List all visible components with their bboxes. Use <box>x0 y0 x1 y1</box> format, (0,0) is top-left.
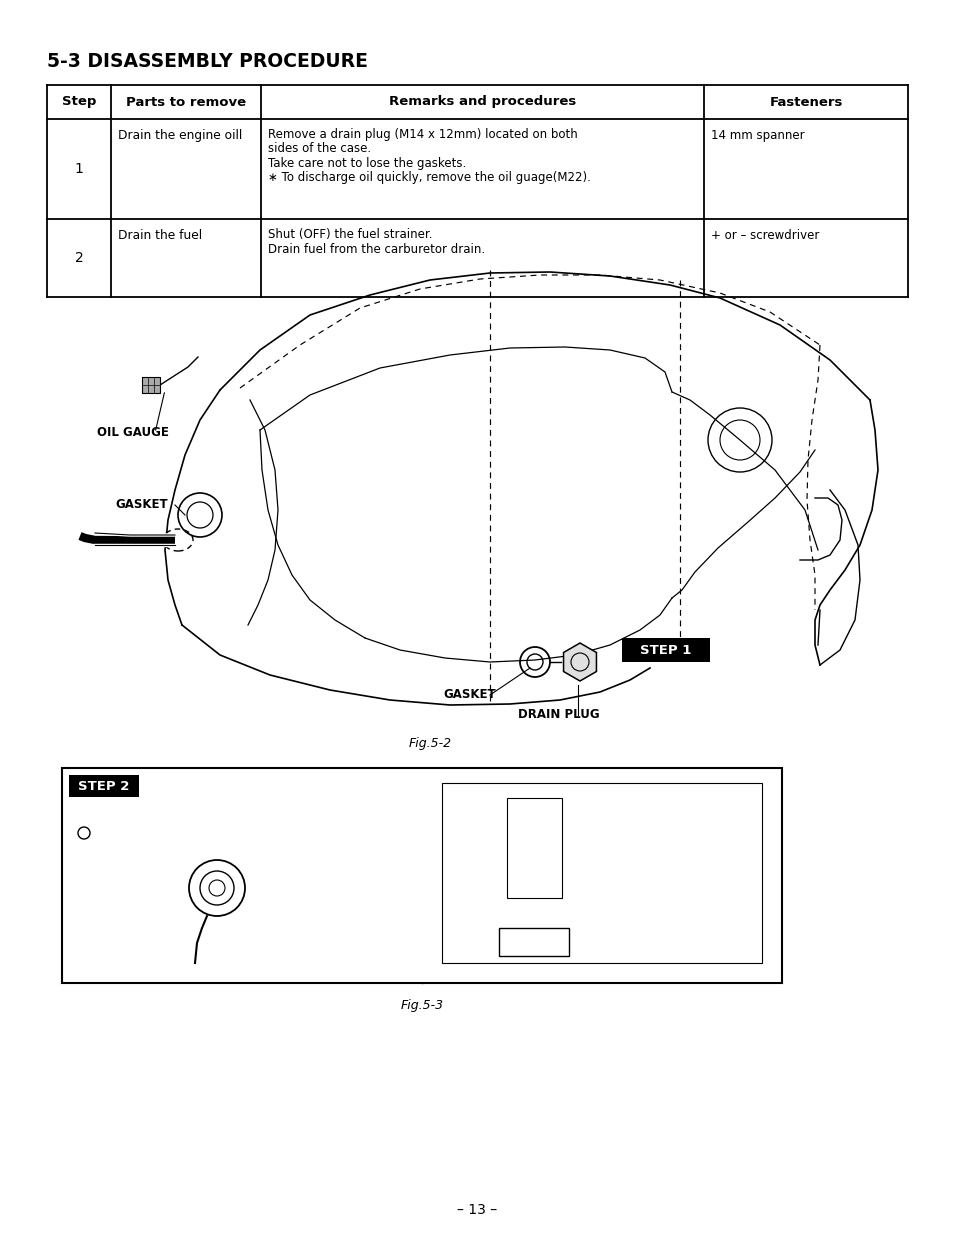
Text: STEP 2: STEP 2 <box>78 779 130 793</box>
Text: Fig.5-2: Fig.5-2 <box>408 736 451 750</box>
FancyBboxPatch shape <box>142 377 160 393</box>
Text: Remarks and procedures: Remarks and procedures <box>389 95 576 109</box>
Text: FUEL STRAINER: FUEL STRAINER <box>193 969 292 981</box>
Text: sides of the case.: sides of the case. <box>268 142 371 156</box>
Text: Parts to remove: Parts to remove <box>126 95 246 109</box>
FancyBboxPatch shape <box>506 798 561 898</box>
Text: GASKET: GASKET <box>442 688 496 701</box>
Text: 2: 2 <box>74 251 83 266</box>
Text: 5-3 DISASSEMBLY PROCEDURE: 5-3 DISASSEMBLY PROCEDURE <box>47 52 368 70</box>
FancyBboxPatch shape <box>441 783 761 963</box>
FancyBboxPatch shape <box>69 776 139 797</box>
Text: Take care not to lose the gaskets.: Take care not to lose the gaskets. <box>268 157 466 170</box>
Text: Fig.5-3: Fig.5-3 <box>400 999 443 1011</box>
Text: Drain the engine oill: Drain the engine oill <box>118 128 242 142</box>
Text: DRAIN PLUG: DRAIN PLUG <box>517 709 599 721</box>
Text: GASKET: GASKET <box>115 499 168 511</box>
Text: Drain the fuel: Drain the fuel <box>118 228 202 242</box>
Text: 14 mm spanner: 14 mm spanner <box>710 128 803 142</box>
Text: STEP 1: STEP 1 <box>639 643 691 657</box>
Text: Step: Step <box>62 95 96 109</box>
Text: + or – screwdriver: + or – screwdriver <box>710 228 819 242</box>
Text: ∗ To discharge oil quickly, remove the oil guage(M22).: ∗ To discharge oil quickly, remove the o… <box>268 172 590 184</box>
Polygon shape <box>563 643 596 680</box>
Text: Shut (OFF) the fuel strainer.: Shut (OFF) the fuel strainer. <box>268 228 432 241</box>
Text: OIL GAUGE: OIL GAUGE <box>97 426 169 440</box>
Text: – 13 –: – 13 – <box>456 1203 497 1216</box>
Text: Remove a drain plug (M14 x 12mm) located on both: Remove a drain plug (M14 x 12mm) located… <box>268 128 578 141</box>
Text: Fasteners: Fasteners <box>768 95 841 109</box>
Text: 1: 1 <box>74 162 83 177</box>
FancyBboxPatch shape <box>498 927 568 956</box>
Text: Drain fuel from the carburetor drain.: Drain fuel from the carburetor drain. <box>268 243 485 256</box>
FancyBboxPatch shape <box>621 638 709 662</box>
FancyBboxPatch shape <box>62 768 781 983</box>
